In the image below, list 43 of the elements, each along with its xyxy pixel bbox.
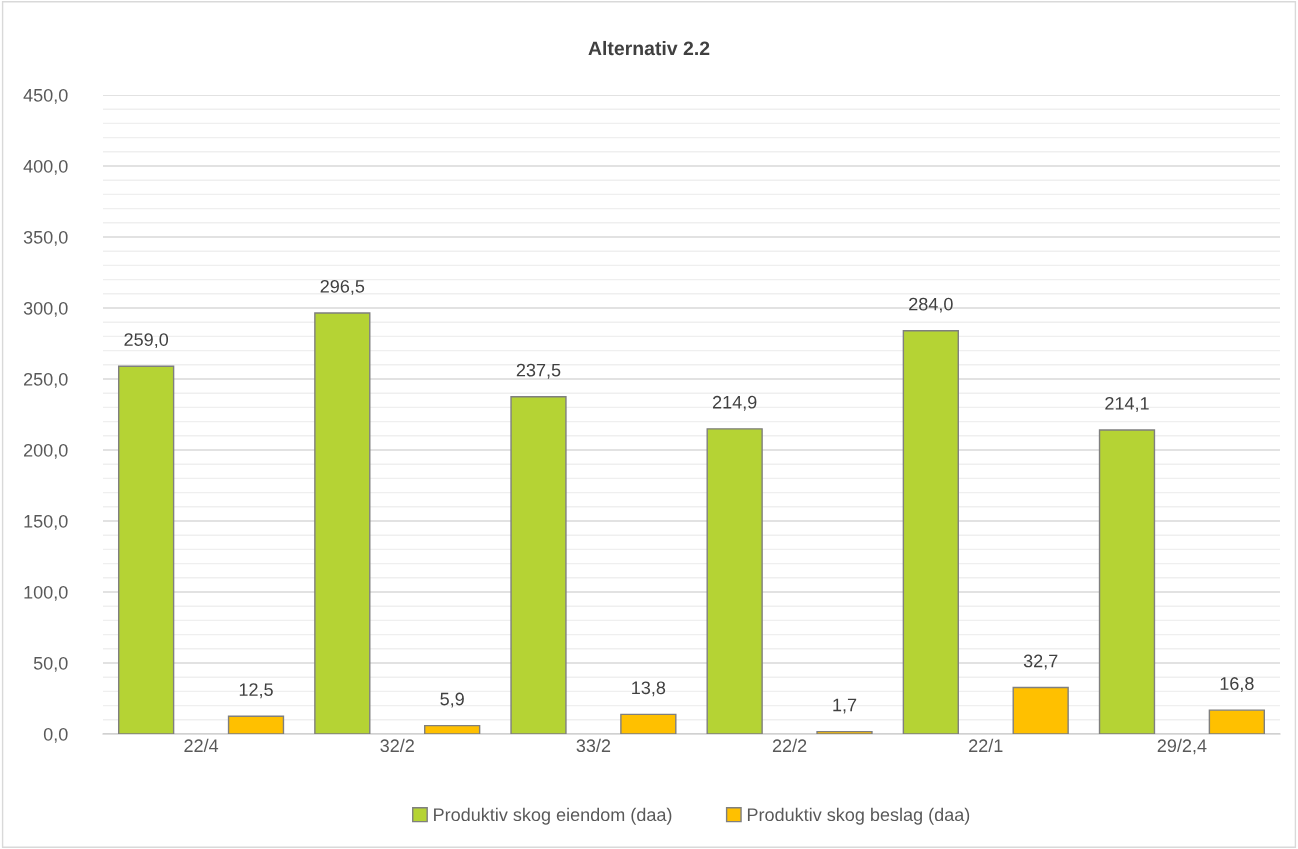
bar (902, 330, 959, 734)
y-tick-label: 250,0 (24, 372, 68, 388)
bar (706, 428, 763, 734)
legend-label: Produktiv skog eiendom (daa) (434, 807, 672, 825)
bar (424, 724, 481, 734)
legend-label: Produktiv skog beslag (daa) (747, 807, 970, 825)
data-label: 259,0 (124, 333, 169, 349)
bar (1012, 686, 1069, 734)
data-label: 214,1 (1105, 396, 1149, 412)
y-tick-label: 300,0 (23, 301, 68, 317)
x-tick-label: 33/2 (576, 738, 611, 753)
data-label: 5,9 (440, 692, 464, 708)
bar (227, 715, 285, 734)
y-tick-label: 200,0 (24, 443, 68, 459)
bar (1208, 709, 1266, 734)
y-tick-label: 150,0 (24, 514, 68, 530)
y-tick-label: 350,0 (23, 230, 68, 246)
data-label: 284,0 (909, 297, 953, 313)
bar (620, 713, 677, 734)
data-label: 296,5 (320, 279, 365, 295)
bar (816, 730, 873, 734)
y-tick-label: 0,0 (43, 727, 68, 743)
data-label: 16,8 (1220, 677, 1254, 693)
x-tick-label: 32/2 (380, 738, 414, 753)
y-tick-label: 400,0 (23, 159, 68, 175)
chart-title: Alternativ 2.2 (588, 40, 710, 56)
bar (510, 396, 567, 734)
data-label: 32,7 (1023, 654, 1058, 670)
x-tick-label: 22/2 (772, 738, 807, 753)
x-tick-label: 22/1 (969, 738, 1003, 753)
data-label: 13,8 (632, 681, 666, 697)
bar (1098, 429, 1156, 734)
data-label: 237,5 (516, 363, 561, 379)
bar (314, 312, 371, 734)
x-tick-label: 29/2,4 (1157, 738, 1207, 755)
data-label: 1,7 (833, 698, 857, 714)
y-tick-label: 450,0 (23, 88, 68, 104)
data-label: 12,5 (239, 683, 273, 699)
x-tick-label: 22/4 (184, 738, 219, 753)
bar (117, 365, 175, 734)
data-label: 214,9 (712, 395, 757, 411)
y-tick-label: 100,0 (24, 585, 68, 601)
y-tick-label: 50,0 (33, 656, 68, 672)
